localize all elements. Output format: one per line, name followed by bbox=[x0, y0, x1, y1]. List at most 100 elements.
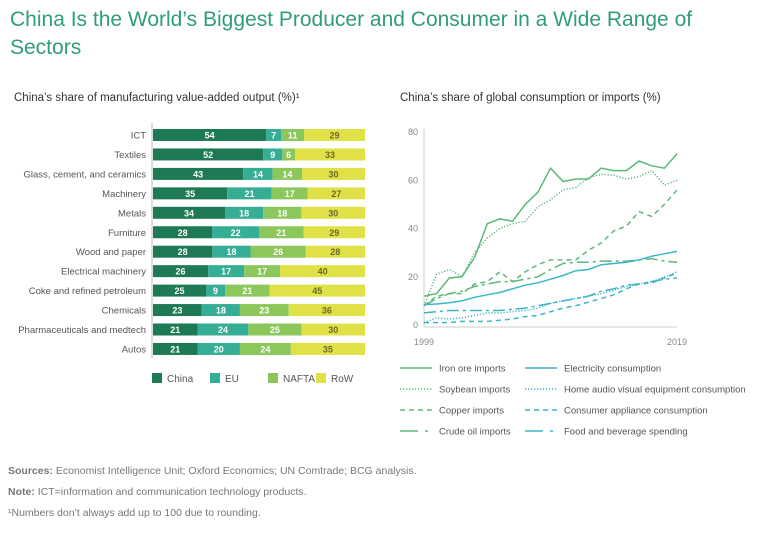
bar-segment-eu bbox=[201, 304, 240, 317]
legend-swatch-china bbox=[152, 373, 162, 383]
bar-value-label: 28 bbox=[178, 228, 188, 238]
bar-value-label: 36 bbox=[322, 306, 332, 316]
bar-value-label: 28 bbox=[330, 247, 340, 257]
bar-segment-row bbox=[295, 148, 365, 161]
bar-chart-title: China’s share of manufacturing value-add… bbox=[14, 92, 300, 104]
legend-label: NAFTA bbox=[283, 374, 315, 385]
bar-segment-eu bbox=[266, 129, 282, 141]
legend-label: RoW bbox=[331, 374, 354, 385]
legend-swatch-nafta bbox=[268, 373, 278, 383]
category-label: Electrical machinery bbox=[61, 267, 146, 278]
bar-segment-nafta bbox=[244, 265, 281, 278]
bar-segment-row bbox=[280, 265, 365, 278]
footnote: ¹Numbers don’t always add up to 100 due … bbox=[8, 507, 261, 519]
category-label: Machinery bbox=[102, 189, 146, 200]
series-line-electricity-consumption bbox=[423, 250, 678, 306]
bar-value-label: 34 bbox=[184, 208, 194, 218]
category-label: Textiles bbox=[114, 150, 146, 161]
note: Note: ICT=information and communication … bbox=[8, 486, 307, 498]
bar-segment-china bbox=[153, 167, 244, 180]
bar-value-label: 52 bbox=[203, 150, 213, 160]
page-title: China Is the World’s Biggest Producer an… bbox=[10, 8, 693, 59]
series-line-copper-imports bbox=[423, 189, 678, 307]
bar-segment-nafta bbox=[281, 129, 305, 141]
bar-value-label: 6 bbox=[286, 150, 291, 160]
series-line-home-audio-visual-equipment-consumption bbox=[423, 271, 678, 324]
bar-value-label: 20 bbox=[214, 344, 224, 354]
y-tick-label: 60 bbox=[408, 175, 418, 185]
bar-segment-eu bbox=[197, 342, 240, 355]
bar-segment-china bbox=[153, 265, 209, 278]
bar-value-label: 25 bbox=[174, 286, 184, 296]
series-line-consumer-appliance-consumption bbox=[424, 272, 678, 324]
bar-segment-eu bbox=[212, 245, 251, 258]
bar-value-label: 18 bbox=[239, 208, 249, 218]
bar-segment-row bbox=[305, 245, 365, 258]
legend-label: Consumer appliance consumption bbox=[564, 406, 708, 417]
bar-segment-row bbox=[302, 167, 365, 180]
bar-value-label: 21 bbox=[276, 228, 286, 238]
bar-value-label: 26 bbox=[273, 247, 283, 257]
y-tick-label: 0 bbox=[413, 320, 418, 330]
bar-segment-nafta bbox=[263, 206, 302, 219]
bar-value-label: 9 bbox=[213, 286, 218, 296]
bar-segment-nafta bbox=[272, 167, 303, 180]
legend-label: Crude oil imports bbox=[439, 427, 511, 438]
bar-segment-nafta bbox=[248, 323, 302, 336]
bar-segment-eu bbox=[243, 167, 273, 180]
bar-value-label: 43 bbox=[193, 169, 203, 179]
bar-segment-row bbox=[301, 323, 365, 336]
bar-value-label: 29 bbox=[330, 131, 340, 141]
category-label: Glass, cement, and ceramics bbox=[24, 169, 147, 180]
bar-value-label: 23 bbox=[259, 306, 269, 316]
bar-segment-china bbox=[153, 284, 206, 297]
bar-value-label: 7 bbox=[271, 131, 276, 141]
bar-value-label: 14 bbox=[282, 169, 292, 179]
category-label: Chemicals bbox=[102, 306, 147, 317]
bar-value-label: 17 bbox=[221, 267, 231, 277]
category-label: Coke and refined petroleum bbox=[29, 286, 146, 297]
bar-segment-eu bbox=[206, 284, 226, 297]
bar-value-label: 24 bbox=[218, 325, 228, 335]
note-text: ICT=information and communication techno… bbox=[37, 486, 307, 498]
line-chart-title: China’s share of global consumption or i… bbox=[400, 92, 661, 104]
x-tick-label: 1999 bbox=[414, 337, 434, 347]
bar-segment-eu bbox=[212, 226, 259, 239]
bar-value-label: 17 bbox=[257, 267, 267, 277]
bar-value-label: 33 bbox=[325, 150, 335, 160]
bar-value-label: 21 bbox=[244, 189, 254, 199]
bar-value-label: 28 bbox=[178, 247, 188, 257]
legend-label: Electricity consumption bbox=[564, 364, 661, 375]
bar-value-label: 24 bbox=[260, 344, 270, 354]
legend-label: Food and beverage spending bbox=[564, 427, 688, 438]
bar-segment-china bbox=[153, 226, 213, 239]
bar-value-label: 30 bbox=[329, 169, 339, 179]
bar-value-label: 18 bbox=[277, 208, 287, 218]
bar-value-label: 45 bbox=[312, 286, 322, 296]
bar-segment-row bbox=[290, 342, 365, 355]
category-label: Furniture bbox=[108, 228, 146, 239]
bar-segment-eu bbox=[227, 187, 272, 200]
bar-segment-row bbox=[301, 206, 365, 219]
bar-value-label: 30 bbox=[328, 325, 338, 335]
bar-segment-china bbox=[153, 129, 267, 141]
category-label: Pharmaceuticals and medtech bbox=[18, 325, 146, 336]
bar-segment-nafta bbox=[282, 148, 296, 161]
series-line-soybean-imports bbox=[423, 169, 678, 306]
legend-swatch-row bbox=[316, 373, 326, 383]
bar-value-label: 25 bbox=[270, 325, 280, 335]
bar-value-label: 26 bbox=[176, 267, 186, 277]
bar-segment-nafta bbox=[271, 187, 308, 200]
bar-segment-row bbox=[304, 129, 365, 141]
bar-segment-nafta bbox=[239, 342, 291, 355]
sources-text: Economist Intelligence Unit; Oxford Econ… bbox=[55, 465, 417, 477]
bar-value-label: 22 bbox=[231, 228, 241, 238]
bar-value-label: 11 bbox=[288, 131, 298, 141]
bar-value-label: 18 bbox=[226, 247, 236, 257]
bar-value-label: 54 bbox=[205, 131, 215, 141]
legend-label: Iron ore imports bbox=[439, 364, 506, 375]
legend-label: EU bbox=[225, 374, 239, 385]
bar-value-label: 27 bbox=[331, 189, 341, 199]
bar-value-label: 21 bbox=[170, 325, 180, 335]
bar-segment-china bbox=[153, 206, 226, 219]
